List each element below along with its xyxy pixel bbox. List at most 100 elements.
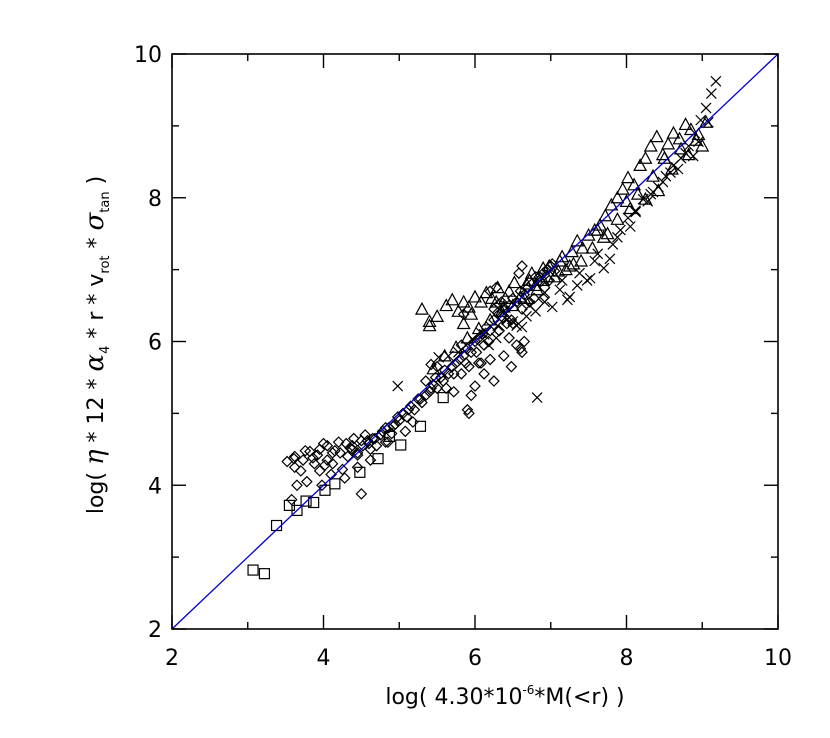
- triangle-marker: [490, 280, 505, 294]
- y-tick-label: 2: [148, 618, 162, 643]
- diamond-marker: [470, 346, 483, 359]
- triangle-marker: [657, 150, 672, 164]
- x-marker: [598, 262, 610, 274]
- triangle-marker: [598, 208, 613, 222]
- triangle-marker: [483, 312, 498, 326]
- x-marker: [443, 350, 454, 362]
- diamond-marker: [407, 416, 419, 428]
- triangle-marker: [600, 226, 615, 240]
- y-tick-label: 6: [148, 331, 162, 356]
- x-marker: [539, 296, 551, 308]
- y-label-p4: *: [84, 230, 109, 255]
- diamond-marker: [313, 465, 326, 477]
- diamond-marker: [465, 389, 478, 402]
- diamond-marker: [334, 447, 347, 459]
- diamond-marker: [497, 350, 510, 362]
- diamond-marker: [482, 335, 495, 348]
- diamond-marker: [299, 444, 312, 457]
- reference-line: [171, 53, 779, 630]
- diamond-marker: [300, 475, 313, 488]
- x-tick-label: 4: [317, 646, 331, 671]
- x-marker: [498, 305, 510, 317]
- triangle-marker: [474, 294, 489, 308]
- diamond-marker: [391, 411, 404, 423]
- triangle-marker: [661, 136, 676, 150]
- x-marker: [604, 253, 616, 265]
- x-marker: [561, 294, 573, 306]
- triangle-marker: [505, 298, 520, 312]
- diamond-marker: [379, 436, 392, 448]
- y-label-p5: ): [84, 176, 109, 192]
- x-tick-label: 10: [764, 646, 792, 671]
- x-tick-label: 6: [468, 646, 482, 671]
- triangle-marker: [666, 125, 681, 139]
- square-marker: [319, 484, 331, 496]
- square-marker: [308, 496, 320, 509]
- triangle-marker: [683, 122, 698, 136]
- triangle-marker: [672, 131, 687, 145]
- x-marker: [592, 248, 604, 260]
- diamond-marker: [288, 461, 301, 474]
- triangle-marker: [430, 309, 445, 322]
- square-marker: [372, 453, 384, 465]
- triangle-marker: [643, 138, 658, 152]
- triangle-marker: [502, 283, 517, 297]
- x-marker: [700, 102, 712, 114]
- triangle-marker: [471, 321, 486, 335]
- x-tick-label: 8: [620, 646, 634, 671]
- triangle-marker: [467, 289, 483, 303]
- square-marker: [437, 391, 449, 404]
- diamond-marker: [518, 335, 531, 348]
- diamond-marker: [307, 452, 319, 464]
- triangle-marker: [498, 291, 513, 304]
- triangle-marker: [513, 289, 528, 303]
- diamond-marker: [447, 385, 460, 398]
- diamond-marker: [416, 396, 428, 409]
- diamond-marker: [325, 468, 337, 481]
- triangle-marker: [449, 339, 464, 353]
- diamond-marker: [484, 324, 496, 337]
- square-marker: [247, 564, 259, 576]
- diamond-marker: [321, 439, 334, 452]
- diamond-marker: [463, 407, 475, 420]
- x-marker: [574, 267, 585, 279]
- x-marker: [702, 116, 714, 128]
- diamond-marker: [338, 472, 351, 484]
- x-marker: [516, 321, 528, 333]
- diamond-marker: [387, 420, 400, 433]
- x-marker: [460, 339, 472, 351]
- diamond-marker: [435, 371, 447, 384]
- x-marker: [607, 239, 619, 250]
- x-marker: [539, 287, 551, 299]
- diamond-marker: [472, 357, 485, 369]
- x-tick-label: 2: [165, 646, 179, 671]
- triangle-marker: [456, 294, 471, 308]
- diamond-marker: [385, 427, 398, 440]
- diamond-marker: [514, 342, 527, 355]
- diamond-marker: [332, 436, 345, 448]
- x-marker: [615, 224, 626, 236]
- x-marker: [556, 274, 568, 286]
- diamond-marker: [364, 443, 377, 456]
- diamond-marker: [351, 447, 364, 459]
- diamond-marker: [382, 436, 394, 448]
- x-marker: [554, 284, 566, 296]
- x-marker: [657, 176, 669, 188]
- diamond-marker: [291, 479, 303, 492]
- diamond-marker: [461, 403, 474, 416]
- x-marker: [478, 328, 490, 340]
- diamond-marker: [369, 432, 381, 445]
- y-label-p2: * 12 *: [84, 371, 109, 449]
- triangle-marker: [451, 304, 466, 317]
- diamond-marker: [408, 403, 421, 416]
- diamond-marker: [336, 463, 349, 476]
- x-marker: [531, 392, 543, 403]
- diamond-marker: [446, 360, 459, 373]
- diamond-marker: [399, 425, 412, 438]
- diamond-marker: [297, 454, 309, 466]
- triangle-marker: [638, 150, 653, 164]
- diamond-marker: [374, 429, 387, 441]
- triangle-marker: [522, 273, 537, 287]
- diamond-marker: [370, 439, 383, 452]
- triangle-marker: [610, 190, 625, 204]
